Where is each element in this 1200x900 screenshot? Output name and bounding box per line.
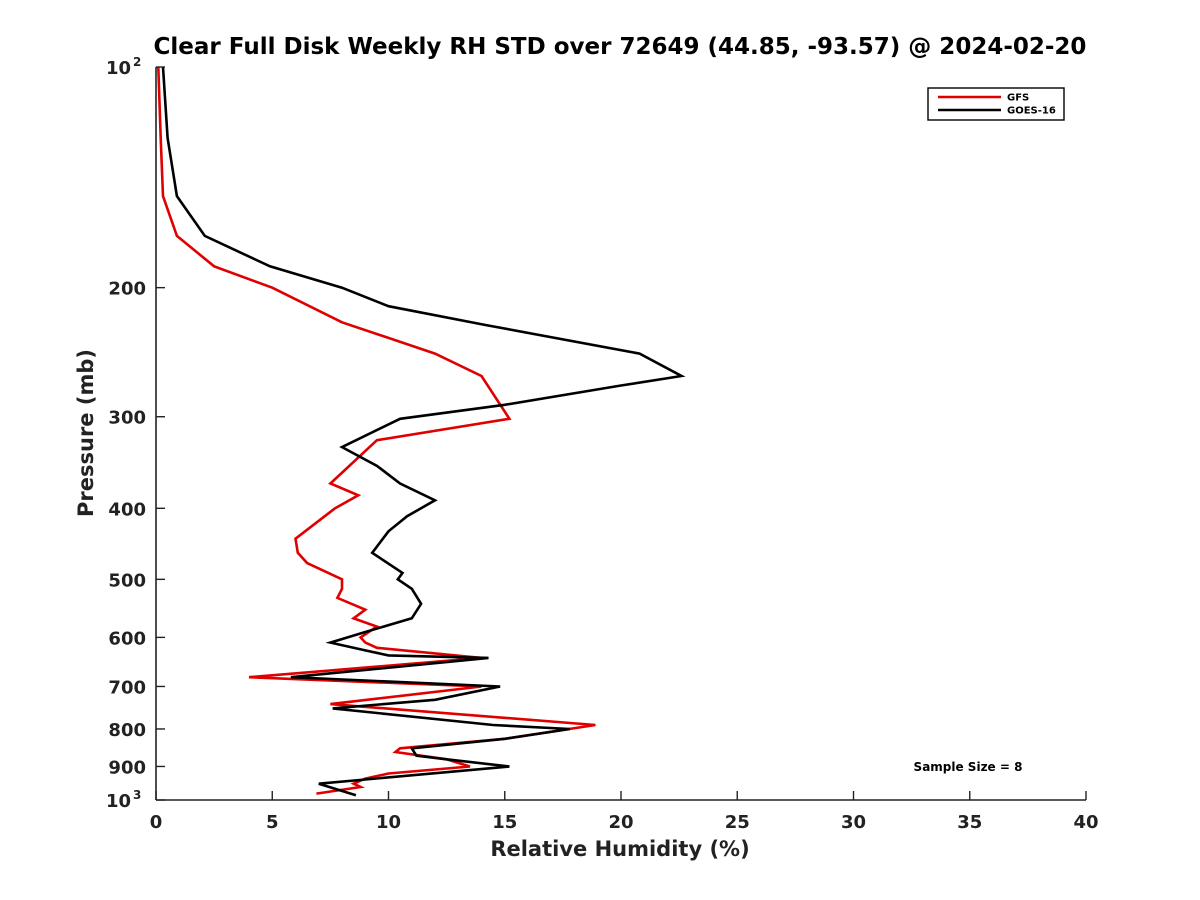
y-tick-label: 200 (108, 279, 146, 300)
x-tick-label: 40 (1073, 812, 1098, 833)
legend-label-0: GFS (1007, 93, 1029, 104)
y-tick-label: 800 (108, 720, 146, 741)
series-line-0 (157, 66, 596, 795)
x-tick-label: 35 (957, 812, 982, 833)
x-tick-label: 0 (150, 812, 163, 833)
y-tick-label: 300 (108, 408, 146, 429)
x-tick-label: 30 (841, 812, 866, 833)
y-axis-label: Pressure (mb) (74, 349, 98, 517)
x-tick-label: 5 (266, 812, 279, 833)
sample-size-annotation: Sample Size = 8 (914, 760, 1023, 774)
y-tick-label: 600 (108, 628, 146, 649)
x-tick-label: 20 (608, 812, 633, 833)
axes (155, 67, 1086, 801)
y-tick-label: 700 (108, 677, 146, 698)
x-tick-label: 25 (725, 812, 750, 833)
legend-label-1: GOES-16 (1007, 106, 1056, 117)
chart-title: Clear Full Disk Weekly RH STD over 72649… (154, 34, 1087, 60)
y-tick-label: 10 (106, 58, 131, 79)
x-tick-label: 15 (492, 812, 517, 833)
plot-lines (157, 66, 686, 797)
y-tick-label: 400 (108, 499, 146, 520)
x-axis-label: Relative Humidity (%) (490, 837, 749, 861)
x-tick-label: 10 (376, 812, 401, 833)
y-tick-exponent: 2 (133, 55, 141, 69)
y-tick-exponent: 3 (133, 788, 141, 802)
y-tick-label: 900 (108, 757, 146, 778)
series-line-1 (161, 66, 686, 797)
legend-box (927, 87, 1065, 121)
legend: GFS GOES-16 (927, 87, 1065, 121)
y-tick-label: 10 (106, 791, 131, 812)
y-tick-label: 500 (108, 570, 146, 591)
